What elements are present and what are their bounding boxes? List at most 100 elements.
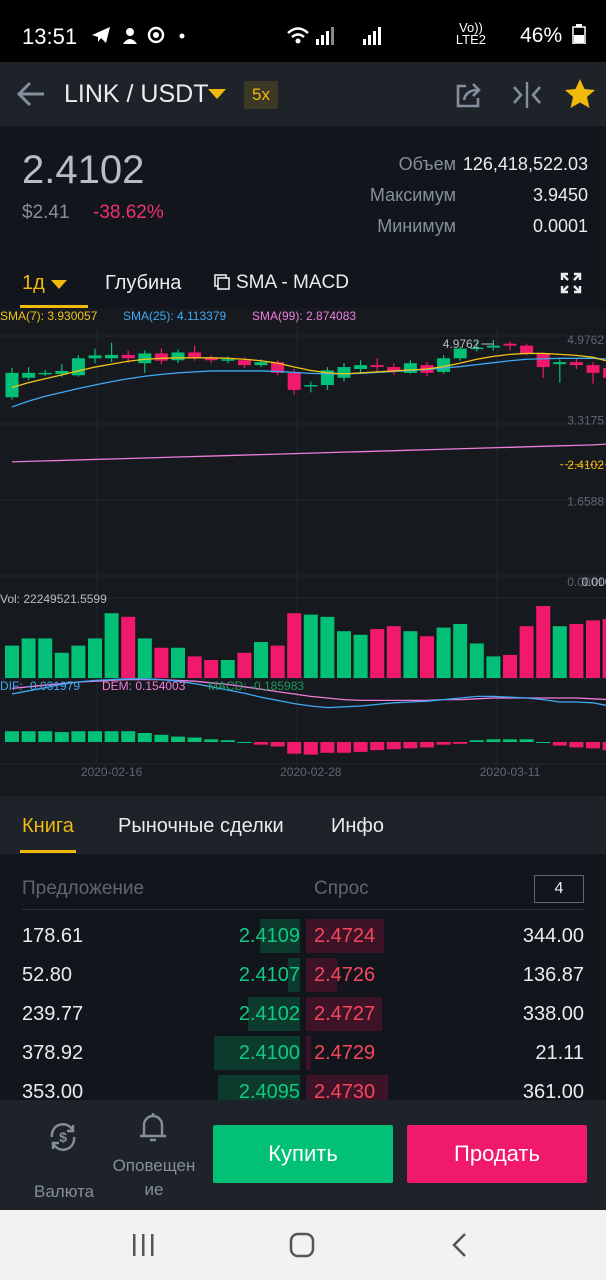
ask-depth-bar <box>306 997 382 1031</box>
candle-body <box>138 353 152 364</box>
candle-body <box>88 355 102 359</box>
macd-histogram-bar <box>38 731 53 742</box>
alerts-button[interactable]: Оповещен ие <box>108 1110 200 1206</box>
favorite-star-icon[interactable] <box>562 76 598 112</box>
candle-body <box>586 365 600 373</box>
caret-down-icon[interactable] <box>51 280 67 289</box>
stat-value: 3.9450 <box>532 185 588 205</box>
tab-market-trades[interactable]: Рыночные сделки <box>118 815 284 837</box>
sma7-series <box>11 352 606 389</box>
candle-body <box>154 353 168 361</box>
telegram-icon <box>92 26 185 44</box>
stat-label: Максимум <box>369 185 456 205</box>
bid-amount: 178.61 <box>22 925 84 947</box>
ask-depth-bar <box>306 958 337 992</box>
volume-bar <box>104 613 119 678</box>
indicator-icon[interactable] <box>214 274 230 290</box>
ask-price: 2.4726 <box>314 964 376 986</box>
tab-orderbook[interactable]: Книга <box>22 815 74 837</box>
tab-indicators[interactable]: SMA - MACD <box>236 272 349 293</box>
date-tick: 2020-03-11 <box>480 765 541 779</box>
macd-histogram-bar <box>469 740 484 742</box>
depth-select[interactable]: 4 <box>534 875 584 903</box>
volume-bar <box>370 629 385 678</box>
tab-interval[interactable]: 1д <box>22 272 45 294</box>
tab-depth[interactable]: Глубина <box>105 272 182 294</box>
macd-histogram-bar <box>21 731 36 742</box>
macd-histogram-bar <box>171 736 185 742</box>
orderbook-row[interactable]: 52.80 2.4107 2.4726 136.87 <box>0 957 606 993</box>
macd-histogram-bar <box>121 731 136 742</box>
orderbook-row[interactable]: 239.77 2.4102 2.4727 338.00 <box>0 996 606 1032</box>
recent-apps-icon[interactable] <box>130 1232 158 1258</box>
volume-bar <box>38 638 53 678</box>
candle-body <box>237 360 251 366</box>
price-axis-tick: 3.3175 <box>567 414 604 428</box>
home-icon[interactable] <box>288 1232 316 1258</box>
tab-info[interactable]: Инфо <box>331 815 384 837</box>
candle-body <box>221 359 235 361</box>
alerts-label-line1: Оповещен <box>112 1156 196 1175</box>
sma25-label: SMA(25): 4.113379 <box>123 309 226 323</box>
bid-depth-bar <box>288 958 300 992</box>
candle-body <box>105 354 119 359</box>
bid-amount: 353.00 <box>22 1081 84 1100</box>
bid-depth-bar <box>218 1075 300 1100</box>
network-indicator: Vo)) LTE2 <box>456 20 486 46</box>
active-tab-underline <box>20 305 88 308</box>
orderbook-row[interactable]: 378.92 2.4100 2.4729 21.11 <box>0 1035 606 1071</box>
volume-bar <box>171 647 185 678</box>
buy-button[interactable]: Купить <box>213 1125 393 1183</box>
candle-body <box>171 352 185 361</box>
bid-amount: 378.92 <box>22 1042 84 1064</box>
stat-low: Минимум 0.0001 <box>328 216 588 240</box>
volume-bar <box>54 652 69 678</box>
book-tabs: Книга Рыночные сделки Инфо <box>0 796 606 854</box>
app-header: LINK / USDT 5x <box>0 62 606 126</box>
volume-bar <box>503 654 517 678</box>
macd-histogram-bar <box>337 742 351 753</box>
current-price-label: 2.4102 <box>567 458 604 472</box>
caret-down-icon[interactable] <box>208 89 226 99</box>
ask-header: Спрос <box>314 878 369 899</box>
volume-bar <box>220 660 235 678</box>
orderbook: Предложение Спрос 4 178.61 2.4109 2.4724 34… <box>0 854 606 1100</box>
currency-button[interactable]: $ Валюта <box>24 1118 104 1201</box>
orderbook-row[interactable]: 178.61 2.4109 2.4724 344.00 <box>0 918 606 954</box>
price-chart[interactable]: 4.97623.31751.65880.00012.41024.97620.00… <box>0 308 606 796</box>
macd-histogram-bar <box>154 734 169 742</box>
collapse-icon[interactable] <box>510 78 544 112</box>
candle-body <box>188 352 202 358</box>
macd-histogram-bar <box>353 742 368 752</box>
macd-histogram-bar <box>386 742 401 750</box>
volume-bar <box>187 656 202 678</box>
candle-body <box>403 363 417 373</box>
ask-price: 2.4730 <box>314 1081 376 1100</box>
volume-bar <box>270 645 285 678</box>
system-back-icon[interactable] <box>448 1232 472 1258</box>
orderbook-row[interactable]: 353.00 2.4095 2.4730 361.00 <box>0 1074 606 1100</box>
pair-selector[interactable]: LINK / USDT <box>64 80 209 108</box>
back-arrow-icon[interactable] <box>14 76 50 112</box>
volume-bar <box>287 613 302 678</box>
bottom-action-bar: $ Валюта Оповещен ие Купить Продать <box>0 1100 606 1210</box>
network-voice: Vo)) <box>459 20 483 35</box>
stat-value: 0.0001 <box>532 216 588 236</box>
candle-body <box>287 372 301 390</box>
macd-histogram-bar <box>602 742 606 751</box>
alerts-label: Оповещен ие <box>108 1154 200 1202</box>
active-tab-underline <box>20 850 76 853</box>
sell-button[interactable]: Продать <box>407 1125 587 1183</box>
sma7-label: SMA(7): 3.930057 <box>0 309 98 323</box>
macd-histogram-bar <box>536 742 551 743</box>
date-tick: 2020-02-28 <box>280 765 342 779</box>
dif-series <box>11 678 606 709</box>
bid-amount: 52.80 <box>22 964 73 986</box>
svg-text:$: $ <box>59 1129 67 1145</box>
candle-body <box>453 348 467 359</box>
fullscreen-icon[interactable] <box>560 272 582 294</box>
share-icon[interactable] <box>452 78 486 112</box>
bid-depth-bar <box>248 997 300 1031</box>
status-bar: 13:51 Vo)) LTE2 46% <box>0 0 606 62</box>
notification-icons <box>90 24 200 51</box>
